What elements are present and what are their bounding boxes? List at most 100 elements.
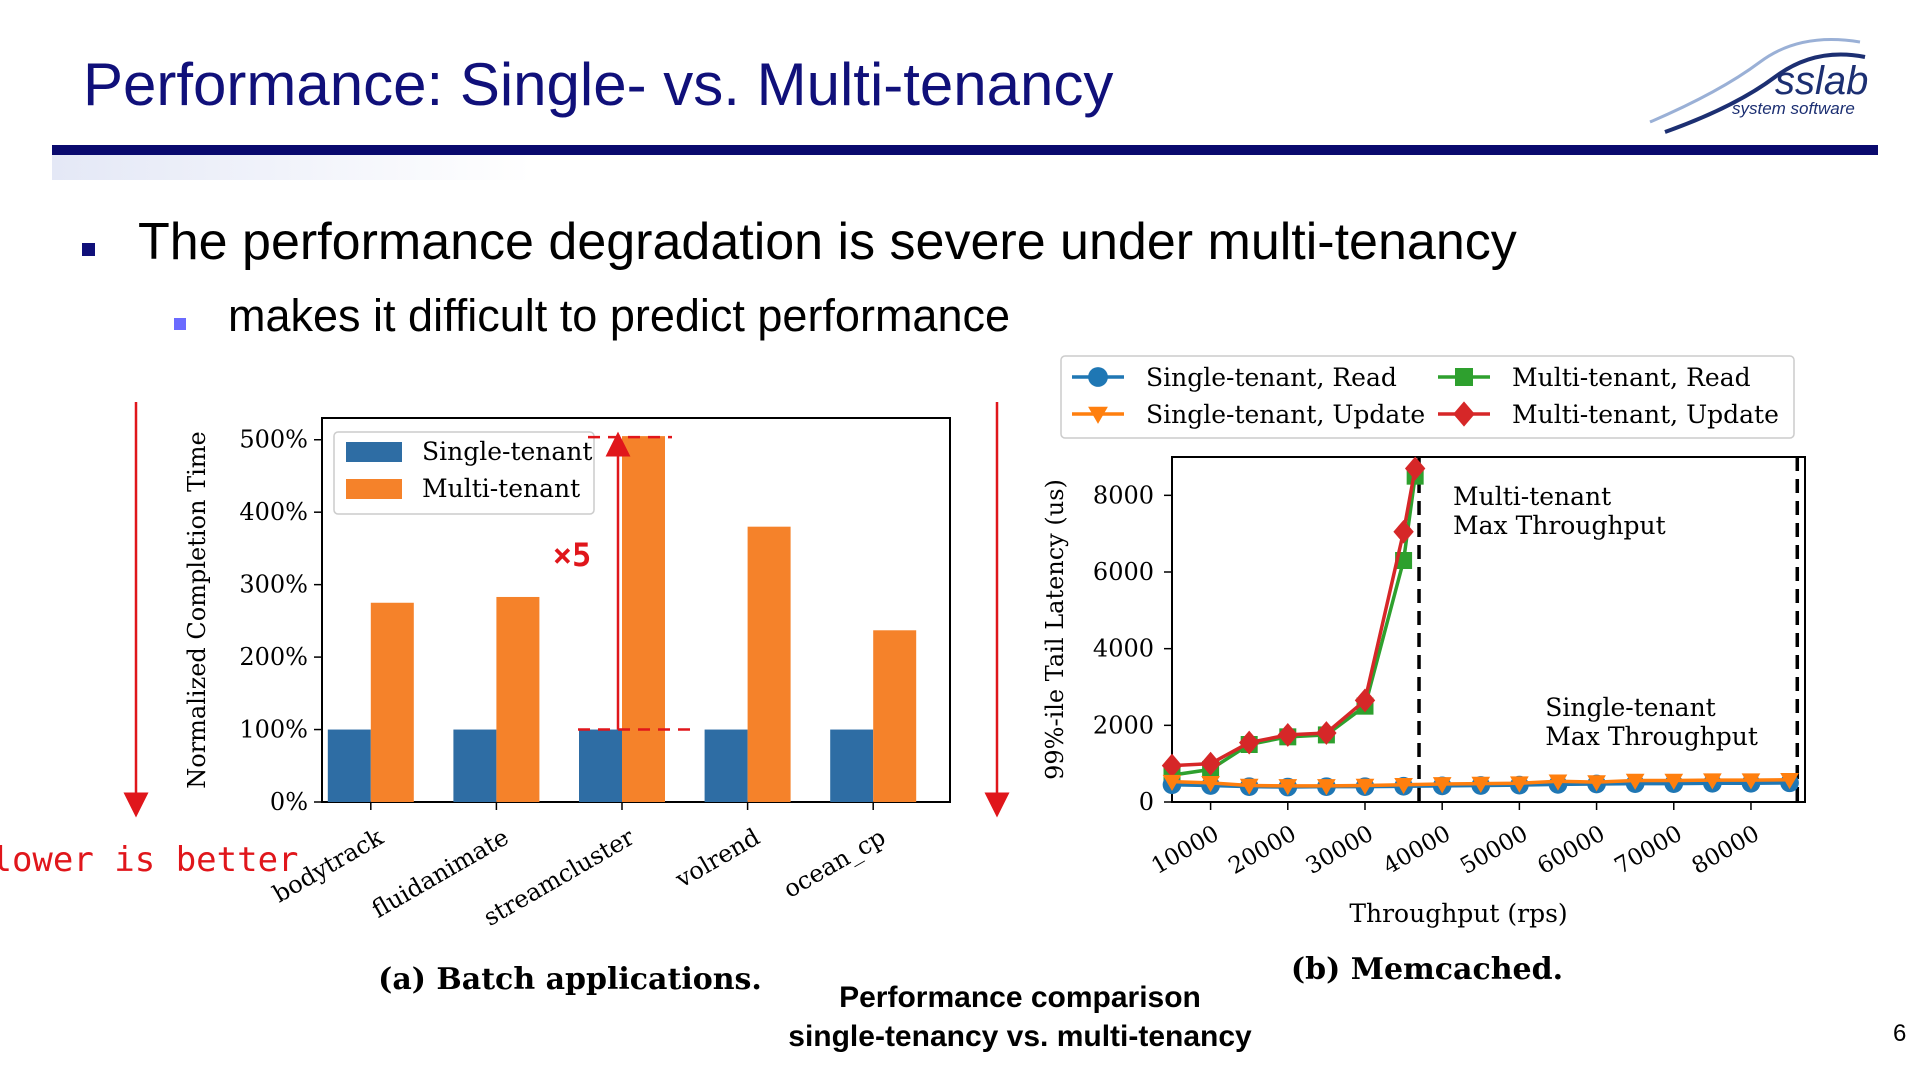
x5-label: ×5 xyxy=(553,536,592,574)
data-point xyxy=(1278,779,1298,796)
data-point xyxy=(1161,753,1183,778)
y-axis-label: 99%-ile Tail Latency (us) xyxy=(1041,479,1069,780)
x-tick-label: 30000 xyxy=(1302,821,1378,880)
y-tick-label: 0% xyxy=(270,788,308,816)
data-point xyxy=(1453,401,1475,427)
legend-label: Single-tenant, Update xyxy=(1146,400,1425,429)
chart-a-caption: (a) Batch applications. xyxy=(378,962,762,997)
vline-label: Multi-tenant xyxy=(1453,482,1611,511)
lower-is-better-label: lower is better xyxy=(0,840,299,880)
title-rule xyxy=(52,145,1878,155)
y-tick-label: 100% xyxy=(239,716,308,744)
data-point xyxy=(1355,778,1375,795)
data-point xyxy=(1780,772,1799,790)
bar-single-tenant xyxy=(579,729,622,802)
legend-box xyxy=(1060,355,1795,439)
legend-swatch-single xyxy=(346,442,402,462)
data-point xyxy=(1394,777,1413,795)
data-point xyxy=(1548,774,1568,791)
sslab-logo: sslab system software xyxy=(1649,38,1868,134)
title-rule-shadow xyxy=(52,155,532,180)
y-tick-label: 6000 xyxy=(1093,558,1154,586)
series-line xyxy=(1171,468,1417,768)
data-point xyxy=(1088,367,1108,387)
series-single-tenant-update xyxy=(1162,772,1799,796)
data-point xyxy=(1471,776,1491,793)
figure-caption: Performance comparison single-tenancy vs… xyxy=(760,978,1280,1056)
y-axis-label: Normalized Completion Time xyxy=(183,431,211,789)
bar-multi-tenant xyxy=(370,602,414,802)
data-point xyxy=(1316,721,1337,745)
data-point xyxy=(1455,368,1473,386)
legend-label: Multi-tenant xyxy=(422,474,580,503)
bar-single-tenant xyxy=(453,729,497,802)
y-tick-label: 300% xyxy=(239,571,308,599)
series-multi-tenant-update xyxy=(1161,456,1426,778)
data-point xyxy=(1587,775,1606,792)
data-point xyxy=(1741,773,1761,790)
data-point xyxy=(1664,773,1684,790)
y-tick-label: 8000 xyxy=(1093,481,1154,509)
y-tick-label: 500% xyxy=(239,426,308,454)
y-tick-label: 0 xyxy=(1139,788,1154,816)
vline-label: Max Throughput xyxy=(1453,511,1666,540)
data-point xyxy=(1354,688,1376,713)
y-tick-label: 400% xyxy=(239,498,308,526)
sub-bullet-marker xyxy=(174,318,186,330)
data-point xyxy=(1201,776,1220,793)
bullet-text-1: The performance degradation is severe un… xyxy=(138,213,1517,271)
data-point xyxy=(1432,777,1452,794)
logo-text: sslab xyxy=(1775,59,1868,103)
page-number: 6 xyxy=(1893,1020,1907,1047)
bar-multi-tenant xyxy=(496,596,540,802)
y-tick-label: 2000 xyxy=(1093,711,1154,739)
data-point xyxy=(1317,779,1336,796)
x-tick-label: 70000 xyxy=(1610,821,1686,880)
logo-subtext: system software xyxy=(1732,99,1855,118)
legend-label: Multi-tenant, Read xyxy=(1512,363,1751,392)
data-point xyxy=(1510,776,1529,793)
bar-multi-tenant xyxy=(622,436,665,802)
legend-label: Single-tenant, Read xyxy=(1146,363,1397,392)
bar-multi-tenant xyxy=(747,526,791,802)
data-point xyxy=(1404,456,1426,481)
bar-single-tenant xyxy=(327,729,371,802)
legend-label: Single-tenant xyxy=(422,437,592,466)
data-point xyxy=(1277,723,1298,747)
x-tick-label: 60000 xyxy=(1533,821,1609,880)
caption-line-2: single-tenancy vs. multi-tenancy xyxy=(788,1020,1252,1053)
y-tick-label: 4000 xyxy=(1093,635,1154,663)
x-tick-label: 40000 xyxy=(1379,821,1455,880)
data-point xyxy=(1703,773,1722,790)
slide-title: Performance: Single- vs. Multi-tenancy xyxy=(83,51,1114,118)
data-point xyxy=(1238,730,1260,755)
x5-annotation: ×5 xyxy=(553,431,698,731)
bullet-marker xyxy=(82,243,95,256)
x-tick-label: 80000 xyxy=(1688,821,1764,880)
chart-b-legend: Single-tenant, Read Single-tenant, Update… xyxy=(1060,355,1795,439)
bullet-text-2: makes it difficult to predict performanc… xyxy=(228,290,1011,341)
bar-single-tenant xyxy=(704,729,748,802)
data-point xyxy=(1162,774,1182,792)
caption-line-1: Performance comparison xyxy=(839,981,1201,1014)
bar-multi-tenant xyxy=(873,630,917,802)
y-tick-label: 200% xyxy=(239,643,308,671)
data-point xyxy=(1088,406,1108,424)
x-tick-label: ocean_cp xyxy=(779,823,891,904)
x-tick-label: volrend xyxy=(670,823,765,894)
plot-frame xyxy=(1171,456,1806,803)
x-tick-label: 50000 xyxy=(1456,821,1532,880)
legend-swatch-multi xyxy=(346,479,402,499)
data-point xyxy=(1200,751,1221,776)
x-axis-label: Throughput (rps) xyxy=(1349,899,1567,928)
chart-b-caption: (b) Memcached. xyxy=(1291,952,1563,987)
legend-label: Multi-tenant, Update xyxy=(1512,400,1779,429)
vline-label: Single-tenant xyxy=(1545,693,1715,722)
chart-a-legend: Single-tenant Multi-tenant xyxy=(333,431,595,515)
memcached-line-chart: 0 2000 4000 6000 8000 10000 20000 30000 40000 500… xyxy=(1041,355,1806,928)
x-tick-label: 20000 xyxy=(1224,821,1300,880)
x-tick-label: 10000 xyxy=(1147,821,1223,880)
vline-label: Max Throughput xyxy=(1545,722,1758,751)
bar-single-tenant xyxy=(830,729,874,802)
